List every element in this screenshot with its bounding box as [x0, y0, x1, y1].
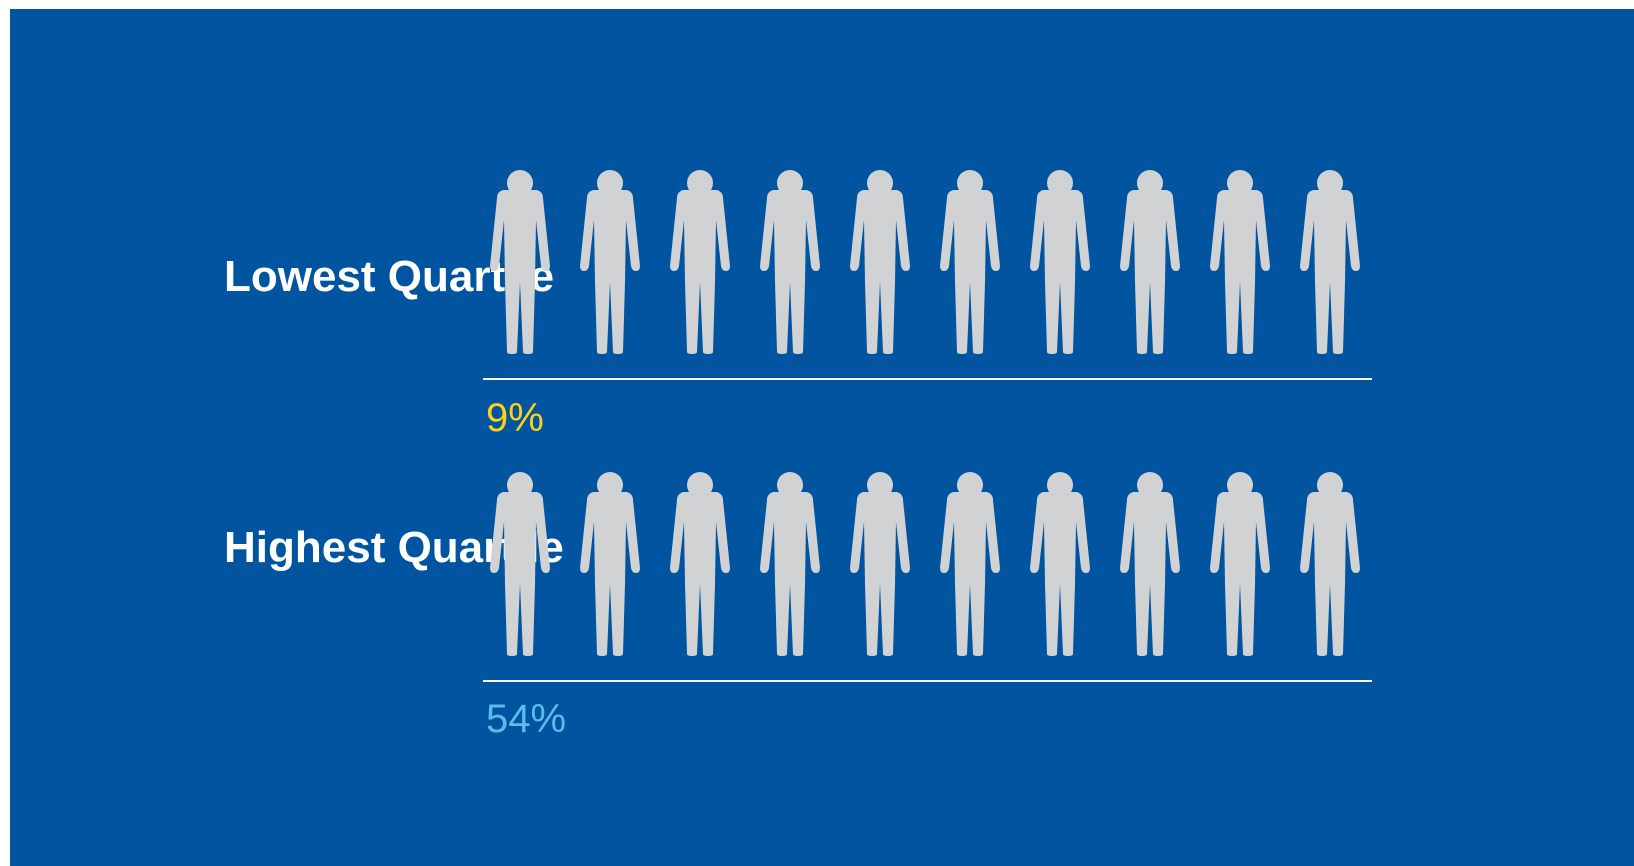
person-icon-highest-quartile-3 [670, 472, 730, 656]
person-icon-lowest-quartile-1 [490, 170, 550, 354]
person-icon-lowest-quartile-7 [1030, 170, 1090, 354]
person-icon-highest-quartile-2 [580, 472, 640, 656]
person-icon-lowest-quartile-2 [580, 170, 640, 354]
person-icon-highest-quartile-4 [760, 472, 820, 656]
person-icon-highest-quartile-10 [1300, 472, 1360, 656]
baseline-lowest-quartile [483, 378, 1372, 380]
person-icon-lowest-quartile-9 [1210, 170, 1270, 354]
person-icon-lowest-quartile-3 [670, 170, 730, 354]
person-icon-lowest-quartile-5 [850, 170, 910, 354]
chart-panel [10, 9, 1634, 866]
person-icon-highest-quartile-7 [1030, 472, 1090, 656]
value-label-lowest-quartile: 9% [486, 396, 544, 440]
person-icon-highest-quartile-9 [1210, 472, 1270, 656]
person-icon-lowest-quartile-6 [940, 170, 1000, 354]
person-icon-highest-quartile-8 [1120, 472, 1180, 656]
person-icon-highest-quartile-6 [940, 472, 1000, 656]
baseline-highest-quartile [483, 680, 1372, 682]
person-icon-lowest-quartile-4 [760, 170, 820, 354]
person-icon-lowest-quartile-8 [1120, 170, 1180, 354]
person-icon-highest-quartile-1 [490, 472, 550, 656]
person-icon-highest-quartile-5 [850, 472, 910, 656]
value-label-highest-quartile: 54% [486, 697, 567, 741]
row-label-highest-quartile: Highest Quartile [224, 523, 564, 572]
person-icon-lowest-quartile-10 [1300, 170, 1360, 354]
